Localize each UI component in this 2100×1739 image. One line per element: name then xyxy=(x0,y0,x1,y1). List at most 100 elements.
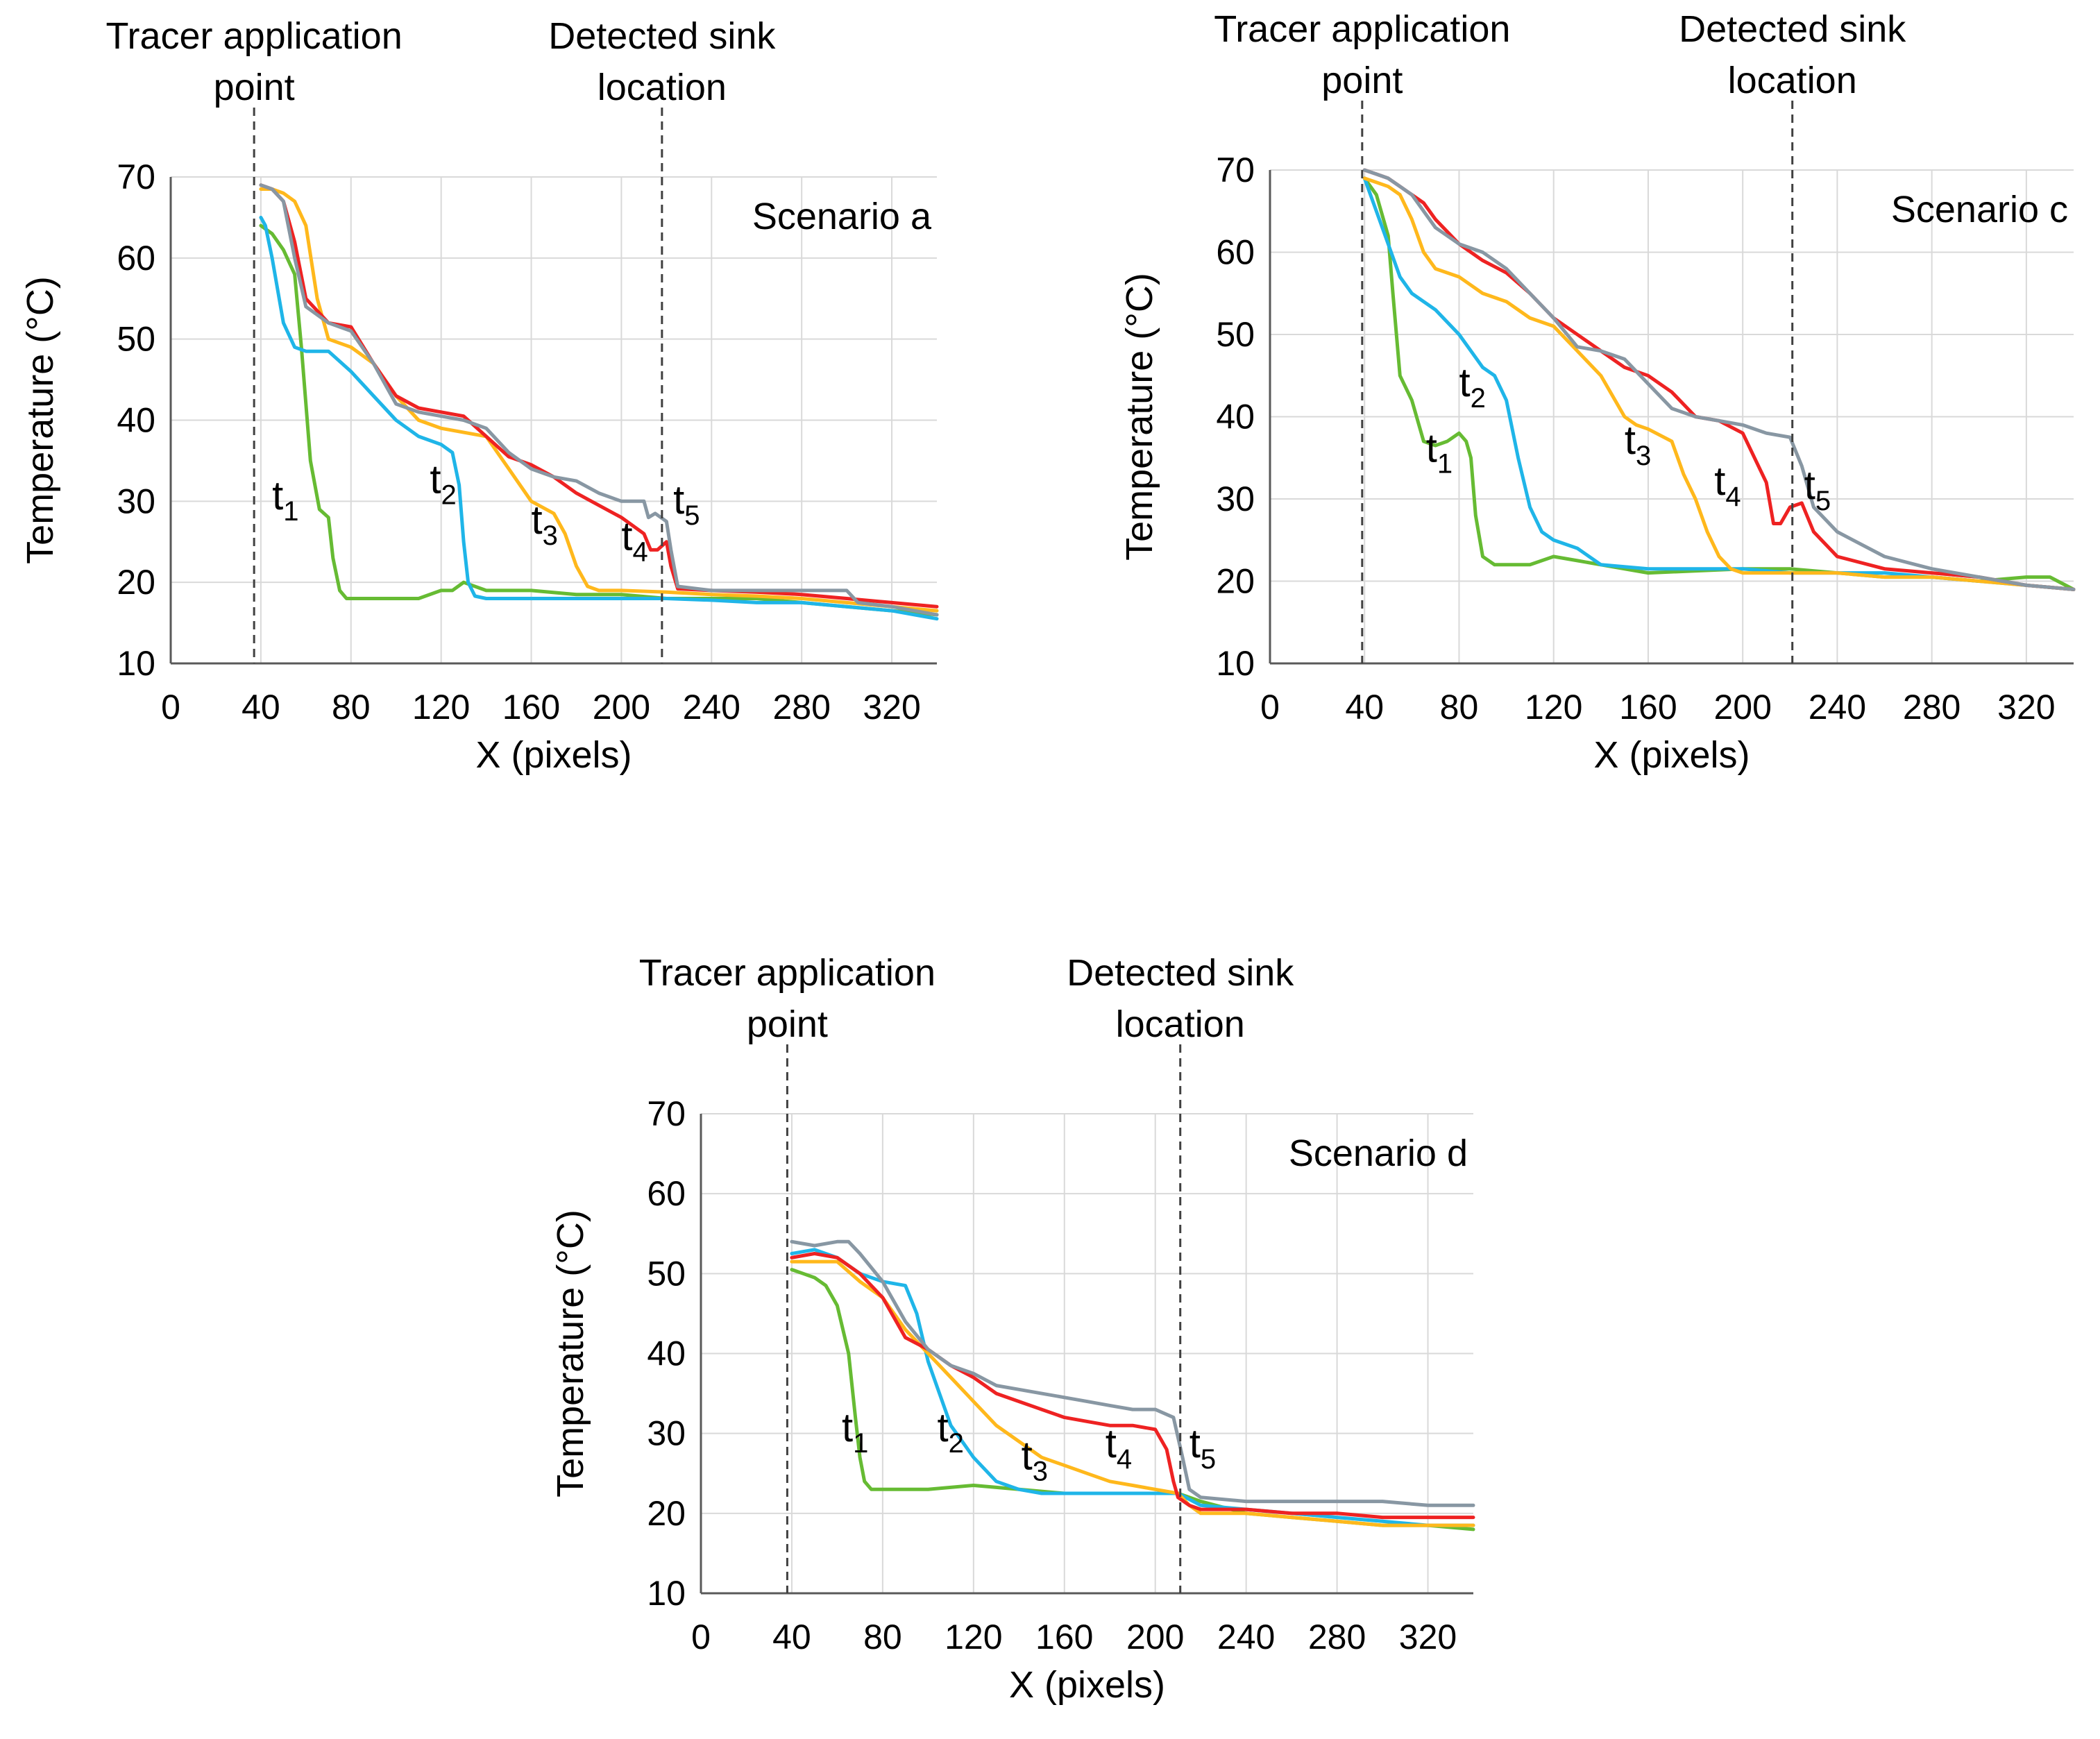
series-line-t2 xyxy=(1362,176,2076,591)
series-label-t3: t3 xyxy=(1022,1433,1048,1486)
x-tick-label: 40 xyxy=(242,688,280,727)
series-line-t3 xyxy=(1362,176,2076,591)
y-tick-label: 10 xyxy=(1216,644,1255,683)
sink-annotation: Detected sink xyxy=(1067,952,1294,994)
series-label-t1: t1 xyxy=(842,1405,868,1459)
tracer-annotation: point xyxy=(214,67,295,108)
series-line-t4 xyxy=(1362,168,2076,591)
y-tick-label: 30 xyxy=(1216,480,1255,518)
x-axis-title: X (pixels) xyxy=(1009,1664,1165,1706)
x-tick-label: 280 xyxy=(1903,688,1961,727)
x-tick-label: 120 xyxy=(1525,688,1582,727)
tracer-annotation: Tracer application xyxy=(106,15,403,57)
y-tick-label: 50 xyxy=(647,1254,686,1293)
x-tick-label: 320 xyxy=(1997,688,2055,727)
x-tick-label: 240 xyxy=(683,688,740,727)
y-tick-label: 30 xyxy=(647,1414,686,1453)
chart-panel-3: 10 20 30 40 50 60 70 0 40 80 120 160 200 240 280 320 X (… xyxy=(550,952,1475,1706)
series-label-t2: t2 xyxy=(937,1405,963,1459)
y-axis-title: Temperature (°C) xyxy=(1119,273,1160,561)
x-tick-label: 280 xyxy=(772,688,830,727)
x-tick-label: 240 xyxy=(1217,1618,1275,1656)
y-tick-label: 50 xyxy=(1216,315,1255,354)
y-tick-label: 60 xyxy=(117,239,155,278)
y-tick-label: 40 xyxy=(647,1334,686,1373)
x-tick-label: 160 xyxy=(502,688,560,727)
tracer-annotation: point xyxy=(747,1003,828,1045)
sink-annotation: Detected sink xyxy=(548,15,776,57)
series-line-t5 xyxy=(790,1239,1475,1507)
x-tick-label: 200 xyxy=(593,688,650,727)
y-tick-label: 20 xyxy=(1216,562,1255,601)
y-tick-label: 60 xyxy=(647,1174,686,1213)
x-tick-label: 0 xyxy=(1260,688,1280,727)
series-label-t2: t2 xyxy=(1459,360,1485,414)
series-line-t2 xyxy=(259,215,939,621)
x-tick-label: 160 xyxy=(1035,1618,1093,1656)
tracer-annotation: point xyxy=(1321,60,1403,101)
y-axis-title: Temperature (°C) xyxy=(550,1210,591,1498)
tracer-annotation: Tracer application xyxy=(1214,8,1510,50)
sink-annotation: location xyxy=(1116,1003,1245,1045)
y-tick-label: 40 xyxy=(117,401,155,440)
x-tick-label: 0 xyxy=(161,688,180,727)
x-tick-label: 200 xyxy=(1126,1618,1184,1656)
sink-annotation: location xyxy=(1728,60,1857,101)
x-tick-label: 160 xyxy=(1619,688,1677,727)
series-label-t1: t1 xyxy=(272,473,298,527)
x-tick-label: 200 xyxy=(1713,688,1771,727)
x-tick-label: 320 xyxy=(863,688,920,727)
x-tick-label: 40 xyxy=(772,1618,811,1656)
x-axis-title: X (pixels) xyxy=(1593,734,1750,776)
series-label-t2: t2 xyxy=(430,457,456,511)
series-line-t1 xyxy=(259,223,939,617)
sink-annotation: Detected sink xyxy=(1679,8,1906,50)
scenario-label: Scenario a xyxy=(752,196,932,237)
y-tick-label: 10 xyxy=(117,644,155,683)
sink-annotation: location xyxy=(598,67,727,108)
chart-panel-1: 10 20 30 40 50 60 70 0 40 80 120 160 200 240 280 320 X (… xyxy=(19,15,939,776)
tracer-annotation: Tracer application xyxy=(639,952,935,994)
x-tick-label: 80 xyxy=(1440,688,1479,727)
series-line-t4 xyxy=(259,183,939,609)
x-tick-label: 280 xyxy=(1308,1618,1366,1656)
series-label-t4: t4 xyxy=(1714,459,1741,512)
x-tick-label: 40 xyxy=(1345,688,1384,727)
y-tick-label: 70 xyxy=(647,1094,686,1133)
series-line-t3 xyxy=(259,187,939,613)
y-tick-label: 20 xyxy=(117,563,155,602)
series-label-t5: t5 xyxy=(1804,463,1831,516)
y-tick-label: 30 xyxy=(117,482,155,520)
y-axis-title: Temperature (°C) xyxy=(19,276,61,564)
chart-panel-2: 10 20 30 40 50 60 70 0 40 80 120 160 200 240 280 320 X (… xyxy=(1119,8,2076,776)
series-line-t4 xyxy=(790,1252,1475,1520)
series-label-t5: t5 xyxy=(673,477,700,531)
x-tick-label: 0 xyxy=(691,1618,711,1656)
series-label-t3: t3 xyxy=(1625,418,1651,471)
x-tick-label: 80 xyxy=(863,1618,902,1656)
series-label-t1: t1 xyxy=(1426,426,1453,480)
x-tick-label: 320 xyxy=(1399,1618,1457,1656)
x-tick-label: 120 xyxy=(412,688,470,727)
scenario-label: Scenario c xyxy=(1891,189,2068,230)
series-line-t1 xyxy=(790,1268,1475,1532)
series-label-t4: t4 xyxy=(1106,1421,1132,1475)
x-axis-title: X (pixels) xyxy=(475,734,632,776)
y-tick-label: 10 xyxy=(647,1574,686,1613)
y-tick-label: 40 xyxy=(1216,398,1255,436)
series-label-t4: t4 xyxy=(621,514,647,567)
x-tick-label: 80 xyxy=(332,688,371,727)
series-line-t5 xyxy=(259,183,939,617)
x-tick-label: 120 xyxy=(945,1618,1002,1656)
y-tick-label: 60 xyxy=(1216,233,1255,272)
series-label-t5: t5 xyxy=(1189,1421,1216,1475)
x-tick-label: 240 xyxy=(1809,688,1866,727)
series-line-t5 xyxy=(1362,168,2076,591)
y-tick-label: 70 xyxy=(1216,151,1255,189)
y-tick-label: 70 xyxy=(117,158,155,196)
y-tick-label: 20 xyxy=(647,1494,686,1533)
series-label-t3: t3 xyxy=(532,498,558,551)
scenario-label: Scenario d xyxy=(1289,1133,1468,1174)
y-tick-label: 50 xyxy=(117,320,155,359)
